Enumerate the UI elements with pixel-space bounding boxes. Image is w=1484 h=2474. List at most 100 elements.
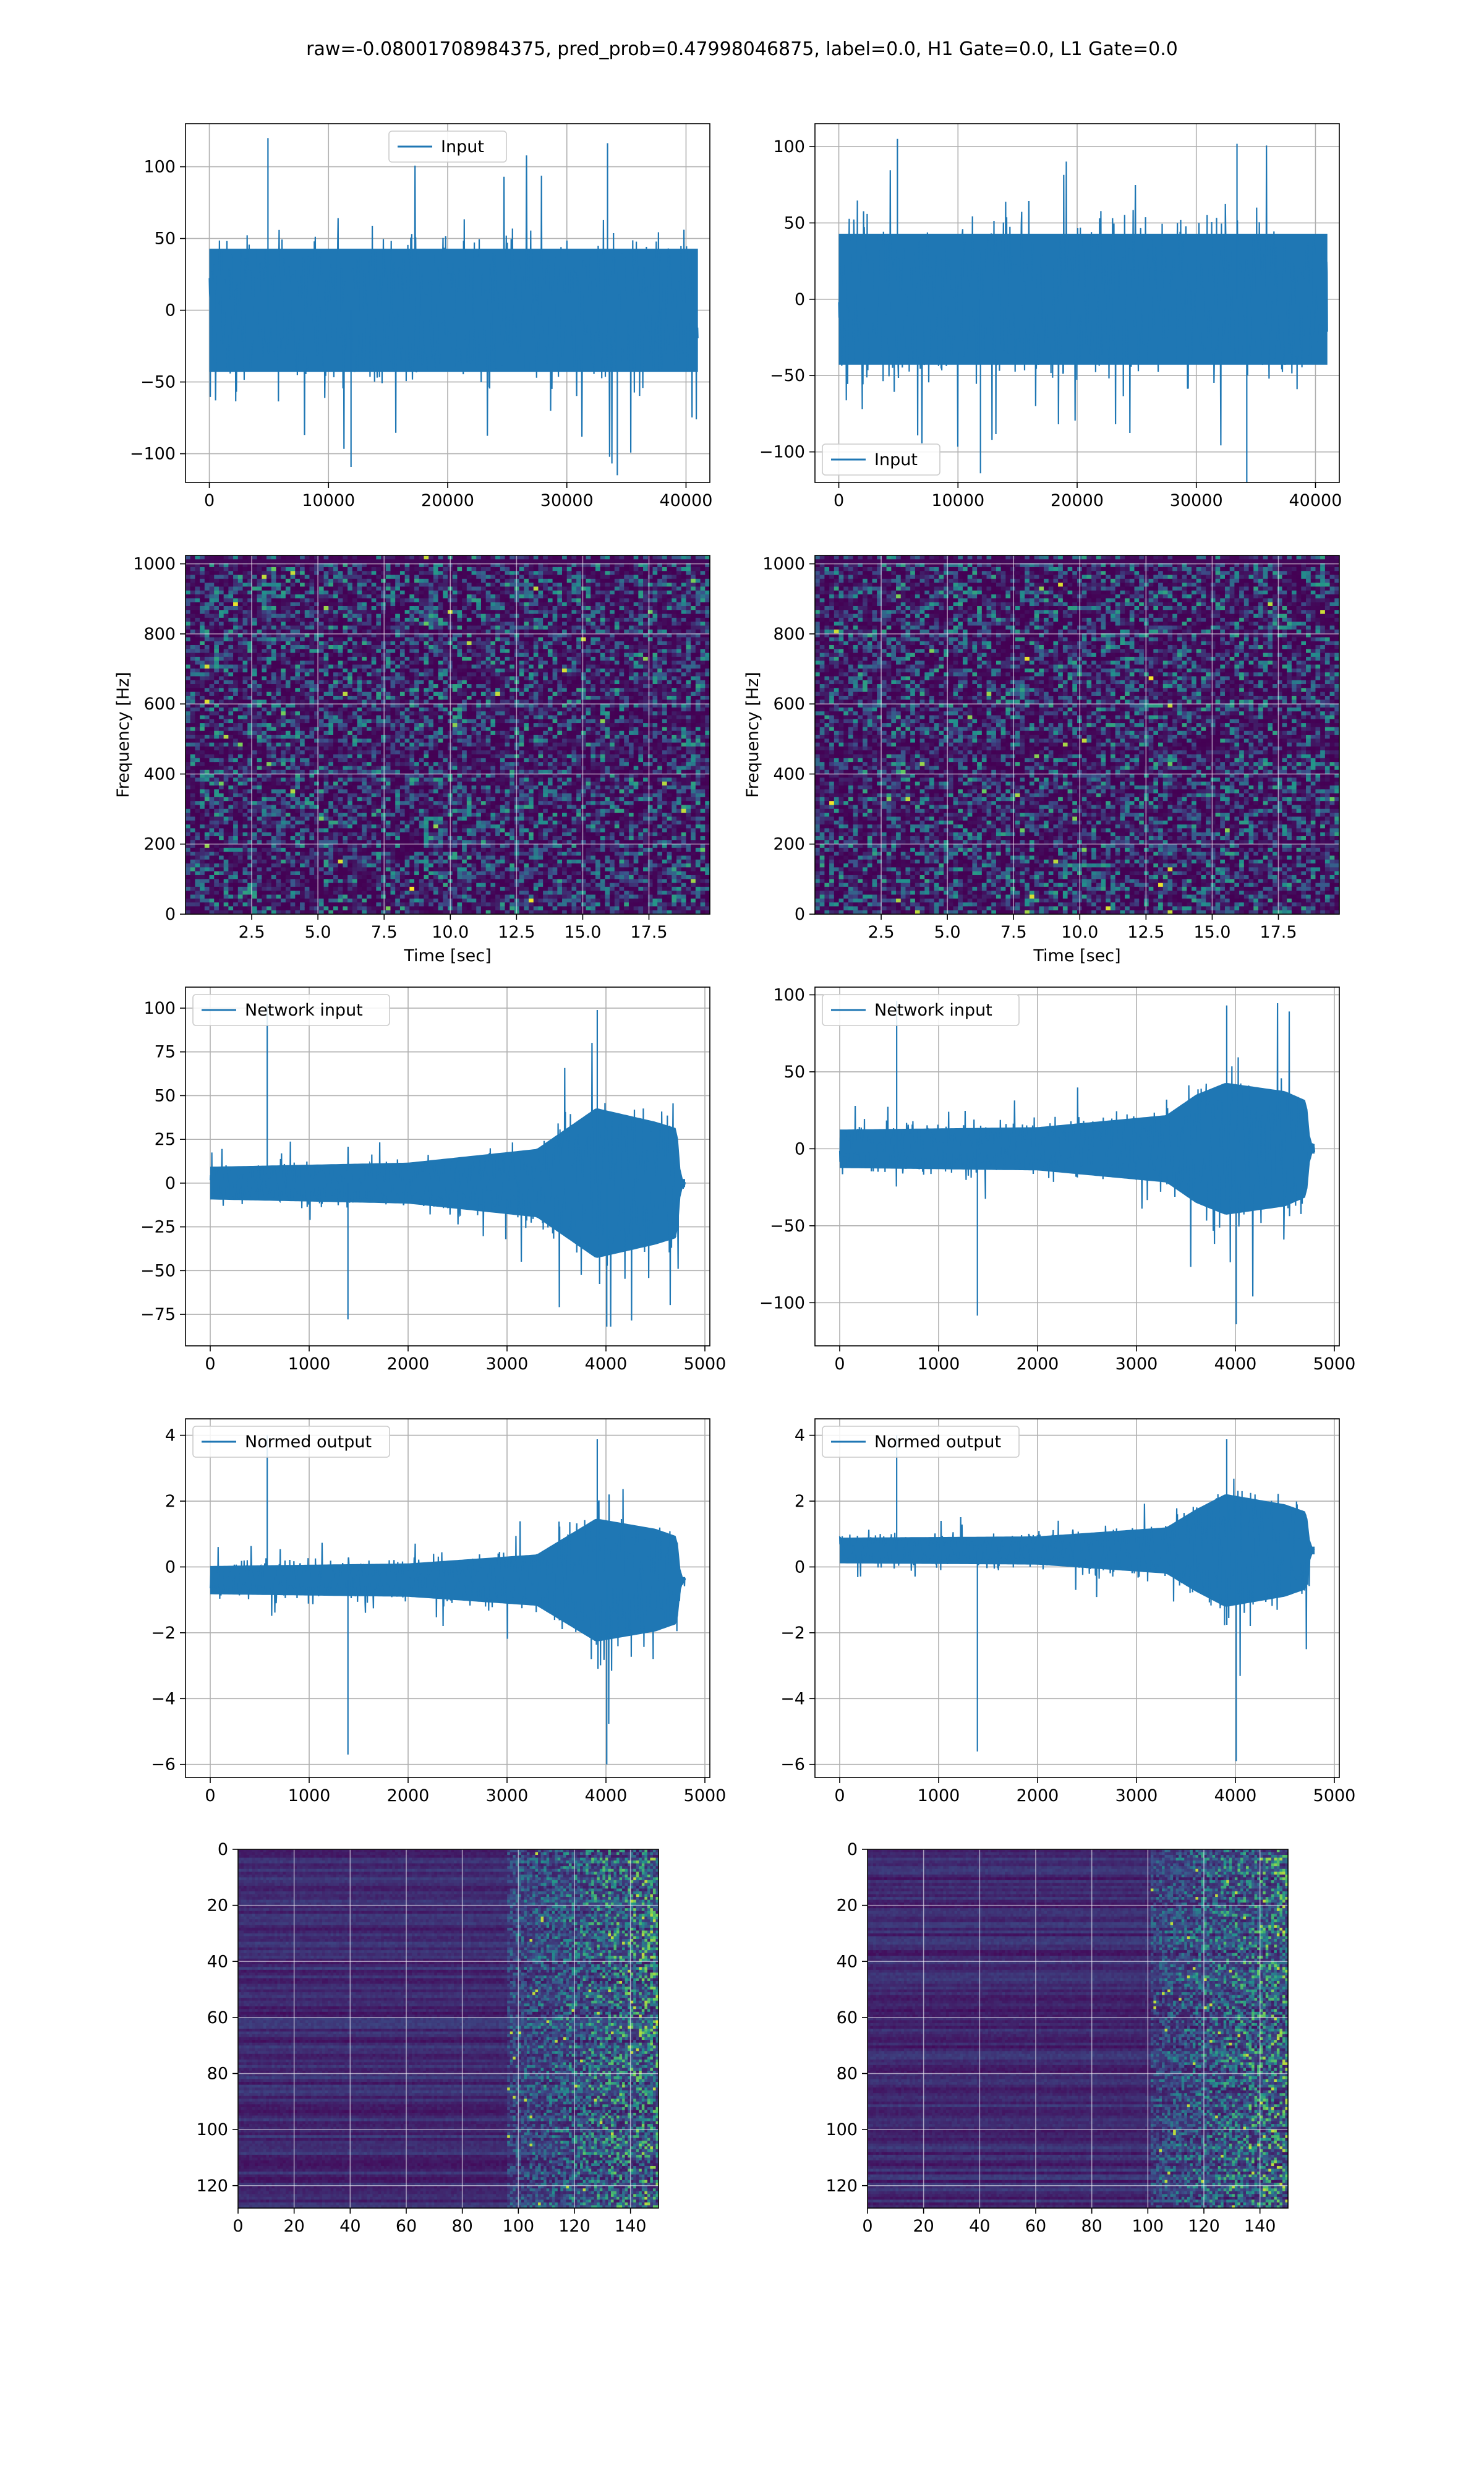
plot-row1-right: 0 10000 20000 30000 40000 −100 −50 0 50 100 Input — [759, 123, 1342, 510]
grid-lines — [186, 555, 710, 915]
x-tick-label: 0 — [862, 2217, 872, 2236]
x-tick-label: 5000 — [684, 1786, 727, 1805]
y-tick-label: 0 — [165, 1174, 176, 1193]
x-tick-label: 10.0 — [432, 923, 469, 942]
x-tick-label: 17.5 — [1260, 923, 1297, 942]
y-tick-label: 100 — [773, 985, 805, 1004]
x-tick-label: 1000 — [918, 1355, 960, 1374]
x-tick-label: 60 — [396, 2217, 417, 2236]
y-tick-label: 120 — [825, 2177, 858, 2196]
legend: Input — [388, 131, 507, 163]
axes-frame — [237, 1849, 659, 2209]
plot-row5-left: 0 20 40 60 80 100 120 140 0 20 40 60 80 100 120 — [196, 1840, 659, 2236]
plot-row5-right: 0 20 40 60 80 100 120 140 0 20 40 60 80 100 120 — [825, 1840, 1289, 2236]
y-tick-label: −50 — [770, 1217, 805, 1236]
y-tick-label: 200 — [143, 835, 176, 854]
y-tick-label: 20 — [837, 1896, 858, 1915]
x-tick-label: 3000 — [486, 1355, 529, 1374]
x-tick-label: 4000 — [585, 1355, 628, 1374]
y-tick-label: 25 — [155, 1130, 176, 1149]
plot-row4-left: 0 1000 2000 3000 4000 5000 −6 −4 −2 0 2 4 Normed out… — [151, 1418, 727, 1805]
y-tick-label: 40 — [207, 1952, 228, 1971]
y-tick-label: 100 — [196, 2120, 228, 2139]
x-tick-label: 2000 — [387, 1786, 430, 1805]
x-tick-label: 20 — [913, 2217, 934, 2236]
plot-row2-right: 2.5 5.0 7.5 10.0 12.5 15.0 17.5 0 200 400 600 800 10… — [743, 555, 1340, 965]
x-tick-label: 100 — [1132, 2217, 1164, 2236]
y-tick-label: −50 — [140, 1261, 176, 1280]
series-line — [209, 1043, 686, 1327]
y-tick-label: 100 — [825, 2120, 858, 2139]
x-tick-label: 15.0 — [1193, 923, 1230, 942]
y-tick-label: 600 — [773, 695, 805, 714]
legend-label: Network input — [245, 1001, 363, 1020]
y-tick-label: −75 — [140, 1305, 176, 1324]
x-tick-label: 20000 — [421, 491, 474, 510]
y-axis-label: Frequency [Hz] — [743, 672, 762, 798]
series-line — [838, 1478, 1315, 1676]
y-tick-label: 100 — [143, 158, 176, 177]
x-tick-label: 20 — [283, 2217, 304, 2236]
axes-frame — [814, 1418, 1340, 1778]
x-tick-label: 40000 — [1289, 491, 1342, 510]
legend-label: Normed output — [874, 1432, 1001, 1452]
y-tick-label: 4 — [795, 1426, 805, 1445]
grid-lines — [815, 555, 1339, 915]
x-tick-label: 40 — [969, 2217, 990, 2236]
x-tick-label: 5.0 — [934, 923, 961, 942]
x-tick-label: 4000 — [1214, 1786, 1257, 1805]
y-tick-label: −6 — [780, 1755, 805, 1774]
legend: Network input — [192, 994, 390, 1026]
figure-title: raw=-0.08001708984375, pred_prob=0.47998… — [0, 38, 1484, 60]
x-tick-label: 12.5 — [1127, 923, 1164, 942]
legend: Network input — [822, 994, 1020, 1026]
y-tick-label: −2 — [780, 1624, 805, 1643]
x-tick-label: 3000 — [486, 1786, 529, 1805]
x-tick-label: 10000 — [931, 491, 984, 510]
legend-label: Normed output — [245, 1432, 372, 1452]
heatmap-cells — [238, 1849, 659, 2208]
y-tick-label: 0 — [218, 1840, 228, 1859]
x-axis-label: Time [sec] — [403, 946, 491, 965]
legend: Input — [822, 443, 940, 476]
y-tick-label: 2 — [795, 1492, 805, 1511]
series-line — [209, 1489, 686, 1724]
x-tick-label: 5000 — [684, 1355, 727, 1374]
y-tick-label: 20 — [207, 1896, 228, 1915]
y-tick-label: 60 — [837, 2008, 858, 2027]
axes-frame — [867, 1849, 1289, 2209]
x-tick-label: 0 — [834, 1786, 845, 1805]
y-tick-label: 0 — [795, 290, 805, 309]
x-tick-label: 5000 — [1313, 1786, 1356, 1805]
y-tick-label: 75 — [155, 1043, 176, 1062]
y-tick-label: 50 — [784, 1063, 805, 1082]
legend-label: Input — [874, 450, 918, 469]
y-tick-label: 100 — [143, 999, 176, 1018]
y-tick-label: −50 — [770, 366, 805, 385]
axes-frame — [814, 555, 1340, 915]
y-tick-label: 0 — [795, 1557, 805, 1577]
x-tick-label: 120 — [1188, 2217, 1220, 2236]
x-tick-label: 3000 — [1115, 1355, 1158, 1374]
x-tick-label: 40 — [339, 2217, 360, 2236]
x-tick-label: 1000 — [288, 1786, 331, 1805]
x-tick-label: 2.5 — [868, 923, 895, 942]
x-tick-label: 10.0 — [1061, 923, 1098, 942]
y-tick-label: 1000 — [762, 555, 805, 574]
axes-frame — [185, 555, 710, 915]
y-tick-label: 600 — [143, 695, 176, 714]
y-tick-label: −100 — [759, 443, 805, 462]
x-tick-label: 0 — [205, 1786, 215, 1805]
y-tick-label: 0 — [847, 1840, 858, 1859]
axes-frame — [814, 987, 1340, 1346]
y-tick-label: 0 — [165, 905, 176, 924]
plot-row3-left: 0 1000 2000 3000 4000 5000 −75 −50 −25 0 25 50 75 100… — [140, 987, 726, 1374]
x-tick-label: 5.0 — [305, 923, 331, 942]
x-tick-label: 0 — [834, 1355, 845, 1374]
y-tick-label: −4 — [780, 1689, 805, 1708]
y-tick-label: 50 — [784, 213, 805, 233]
legend: Normed output — [822, 1426, 1020, 1458]
grid-lines — [815, 1419, 1339, 1778]
y-axis-label: Frequency [Hz] — [114, 672, 133, 798]
